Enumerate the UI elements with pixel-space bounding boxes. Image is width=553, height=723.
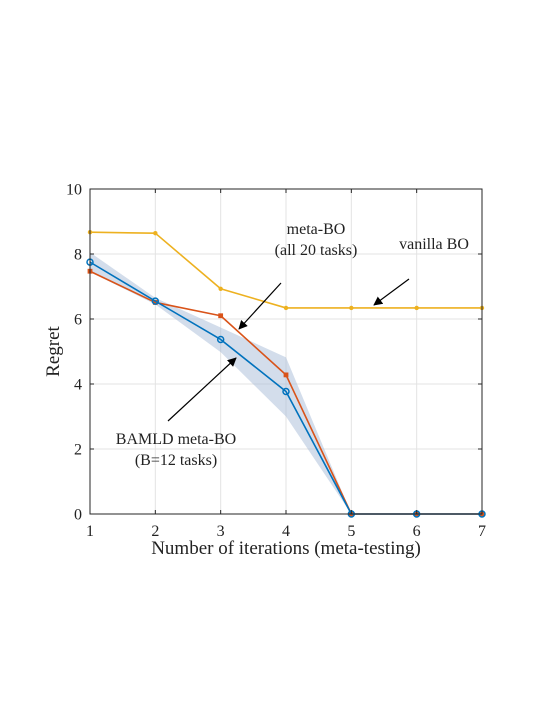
y-tick-label: 0	[74, 507, 82, 524]
tick-marks	[89, 188, 483, 515]
x-tick-label: 3	[217, 523, 225, 540]
y-axis-label: Regret	[43, 325, 64, 376]
annotation-text-vanilla: vanilla BO	[399, 236, 469, 253]
annotation-text-metabo: meta-BO	[287, 221, 346, 238]
data-point-bamld	[151, 297, 160, 305]
x-tick-label: 7	[478, 523, 486, 540]
x-axis-label: Number of iterations (meta-testing)	[151, 538, 421, 559]
annotation-text-bamld: BAMLD meta-BO	[116, 431, 236, 448]
x-tick-label: 1	[86, 523, 94, 540]
data-point-metabo	[152, 300, 158, 305]
annotation-text-metabo: (all 20 tasks)	[275, 242, 358, 259]
annotation-metabo: meta-BO (all 20 tasks)	[238, 221, 358, 330]
data-point-vanilla	[283, 305, 289, 311]
data-point-vanilla	[414, 305, 419, 311]
x-tick-label: 2	[151, 523, 159, 540]
y-tick-label: 8	[74, 247, 82, 264]
y-tick-label: 2	[74, 442, 82, 459]
annotation-arrow-bamld	[167, 357, 237, 422]
annotation-bamld: BAMLD meta-BO (B=12 tasks)	[116, 357, 237, 469]
annotation-arrow-vanilla	[373, 278, 410, 306]
confidence-band-bamld	[90, 252, 482, 514]
data-point-bamld	[216, 335, 225, 344]
x-tick-label: 5	[347, 523, 355, 540]
annotation-text-bamld: (B=12 tasks)	[135, 452, 217, 469]
series-vanilla	[87, 230, 485, 311]
data-point-metabo	[218, 313, 224, 319]
y-tick-label: 6	[74, 312, 82, 329]
x-tick-label: 6	[413, 523, 421, 540]
x-tick-label: 4	[282, 523, 290, 540]
annotation-vanilla: vanilla BO	[373, 236, 469, 306]
data-point-vanilla	[218, 286, 223, 291]
data-point-vanilla	[349, 305, 354, 311]
data-point-metabo	[283, 372, 289, 378]
annotation-arrow-metabo	[238, 282, 282, 330]
data-point-vanilla	[153, 231, 158, 236]
data-point-bamld	[282, 387, 290, 396]
y-tick-label: 10	[66, 182, 82, 199]
y-tick-label: 4	[74, 377, 82, 394]
